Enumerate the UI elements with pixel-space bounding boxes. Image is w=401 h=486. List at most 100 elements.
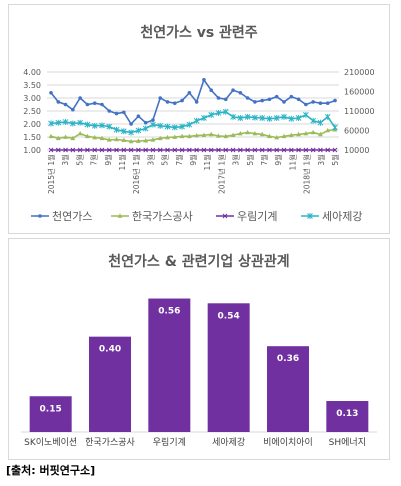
legend-label: 세아제강 <box>322 210 362 223</box>
bar-value-label: 0.56 <box>158 307 180 317</box>
series-point <box>77 119 83 126</box>
line-chart-title: 천연가스 vs 관련주 <box>140 25 258 41</box>
category-label: 한국가스공사 <box>85 437 135 448</box>
series-point <box>187 147 192 153</box>
series-point <box>172 101 177 105</box>
x-tick-label-group: 3월 <box>60 154 70 166</box>
x-tick-label: 2016년 1월 <box>131 154 141 194</box>
bar-value-label: 0.13 <box>336 409 358 419</box>
series-point <box>99 135 105 141</box>
series-point <box>332 124 338 131</box>
x-tick-label-group: 11월 <box>117 154 127 171</box>
series-point <box>179 147 185 153</box>
series-point <box>325 147 331 153</box>
bar-value-label: 0.40 <box>99 345 121 355</box>
x-tick-label-group: 7월 <box>89 154 99 166</box>
series-point <box>237 131 243 136</box>
category-label: 비에이치아이 <box>263 436 313 448</box>
legend-marker <box>38 214 42 218</box>
series-point <box>107 109 112 113</box>
series-point <box>70 147 76 153</box>
legend-label: 우림기계 <box>237 210 277 223</box>
series-point <box>106 147 112 153</box>
series-point <box>136 147 141 153</box>
series-point <box>259 131 265 137</box>
series-point <box>194 132 200 138</box>
category-label: 우림기계 <box>153 436 186 448</box>
series-point <box>135 127 142 134</box>
series-point <box>202 78 206 82</box>
series-point <box>120 128 127 135</box>
series-point <box>92 101 97 105</box>
x-tick-label-group: 7월 <box>174 154 184 166</box>
series-point <box>245 147 250 153</box>
series-point <box>325 101 330 105</box>
series-point <box>62 118 69 125</box>
series-point <box>150 121 156 128</box>
series-point <box>223 147 229 153</box>
series-point <box>48 133 54 139</box>
series-point <box>267 147 272 153</box>
series-point <box>55 135 61 141</box>
legend-item: 한국가스공사 <box>111 210 193 223</box>
x-tick-label-group: 11월 <box>287 154 297 171</box>
x-tick-label-group: 9월 <box>103 154 113 166</box>
series-point <box>69 120 76 127</box>
series-point <box>295 115 302 122</box>
category-label: SK이노베이션 <box>24 437 77 448</box>
series-point <box>135 138 141 143</box>
series-point <box>296 147 301 153</box>
series-point <box>274 94 279 99</box>
series-point <box>63 134 68 139</box>
series-point <box>231 88 235 92</box>
series-point <box>267 133 272 139</box>
legend-item: 천연가스 <box>31 209 92 223</box>
series-point <box>157 122 164 129</box>
series-point <box>92 134 98 140</box>
x-tick-label: 11월 <box>117 154 127 171</box>
series-point <box>85 147 90 153</box>
x-tick-label-group: 2018년 1월 <box>302 154 312 194</box>
series-point <box>78 96 82 100</box>
series-point <box>84 121 91 128</box>
series-point <box>194 100 199 104</box>
series-point <box>164 123 171 130</box>
series-point <box>48 120 54 127</box>
y-left-tick-label: 1.00 <box>23 146 41 155</box>
series-point <box>172 134 178 139</box>
series-point <box>150 137 156 142</box>
bar <box>267 346 309 432</box>
series-point <box>114 147 119 153</box>
x-tick-label: 3월 <box>60 154 70 166</box>
x-tick-label: 3월 <box>316 154 326 166</box>
series-4 <box>48 108 338 136</box>
series-3 <box>48 147 338 153</box>
series-point <box>128 138 134 144</box>
bar <box>29 396 72 432</box>
legend-marker <box>307 213 313 219</box>
series-line <box>50 128 336 143</box>
series-point <box>208 131 214 137</box>
series-line <box>50 110 336 134</box>
series-point <box>179 123 185 130</box>
series-point <box>244 113 251 120</box>
x-tick-label: 5월 <box>330 154 340 166</box>
series-point <box>303 147 309 153</box>
series-point <box>143 138 149 143</box>
x-tick-label: 9월 <box>273 154 283 166</box>
series-point <box>310 147 316 153</box>
series-point <box>85 102 90 107</box>
series-point <box>186 121 193 128</box>
series-point <box>208 111 215 118</box>
x-tick-label-group: 5월 <box>330 154 340 166</box>
x-tick-label-group: 2016년 1월 <box>131 154 141 194</box>
series-point <box>100 102 104 107</box>
legend-item: 세아제강 <box>301 210 362 223</box>
bar <box>326 401 369 432</box>
series-point <box>303 131 309 136</box>
series-point <box>122 110 126 115</box>
bar-chart: 0.15 SK이노베이션 0.40 한국가스공사 0.56 우림기계 0.54 세아제강 0.3… <box>21 298 377 448</box>
series-point <box>260 98 264 103</box>
series-point <box>114 136 119 142</box>
x-tick-label-group: 7월 <box>259 154 269 166</box>
